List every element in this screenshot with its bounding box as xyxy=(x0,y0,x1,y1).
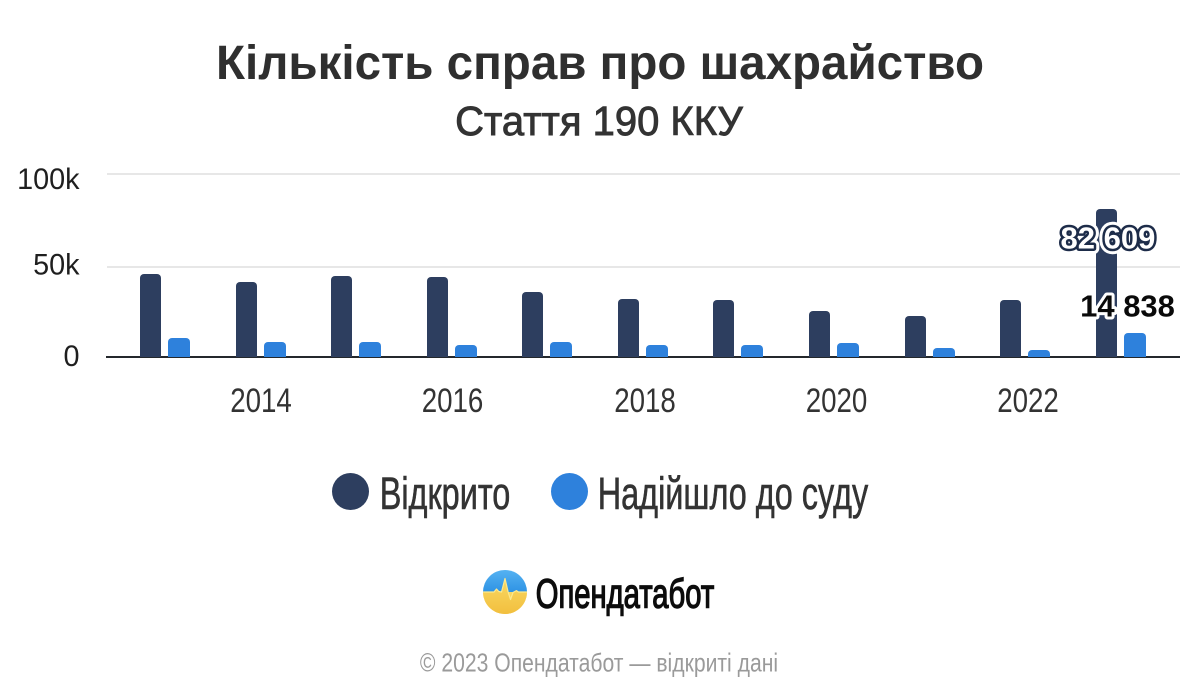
svg-text:0: 0 xyxy=(63,340,79,374)
svg-text:Стаття 190 ККУ: Стаття 190 ККУ xyxy=(455,98,743,145)
svg-text:Опендатабот: Опендатабот xyxy=(536,571,714,617)
svg-text:Відкрито: Відкрито xyxy=(380,469,511,519)
svg-text:14 838: 14 838 xyxy=(1080,288,1175,323)
svg-text:2018: 2018 xyxy=(614,381,676,419)
svg-text:Кількість справ про шахрайство: Кількість справ про шахрайство xyxy=(216,37,984,90)
svg-text:100k: 100k xyxy=(17,162,80,196)
svg-text:50k: 50k xyxy=(33,248,80,282)
svg-text:2014: 2014 xyxy=(230,381,292,419)
svg-text:2016: 2016 xyxy=(422,381,484,419)
svg-text:2020: 2020 xyxy=(806,381,868,419)
svg-text:82 609: 82 609 xyxy=(1060,221,1155,256)
svg-text:Надійшло до суду: Надійшло до суду xyxy=(598,469,869,519)
svg-text:2022: 2022 xyxy=(997,381,1059,419)
svg-text:82 609: 82 609 xyxy=(1060,221,1155,256)
svg-text:© 2023 Опендатабот — відкриті: © 2023 Опендатабот — відкриті дані xyxy=(420,650,778,679)
